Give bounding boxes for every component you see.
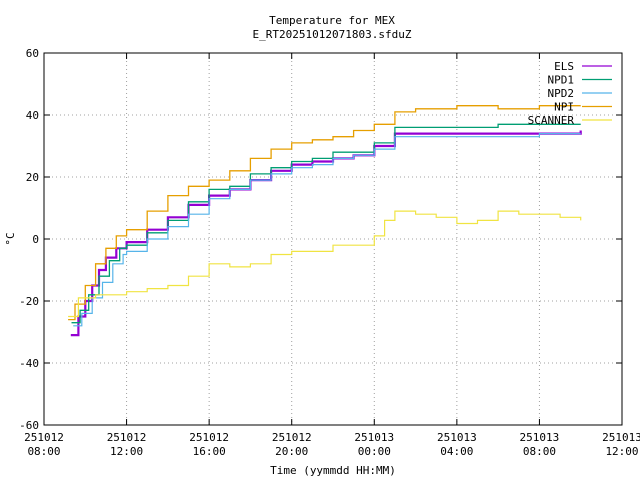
series-line-scanner	[68, 210, 582, 318]
y-tick-label: -40	[19, 357, 39, 370]
x-tick-label-date: 251013	[437, 431, 477, 444]
y-tick-label: -60	[19, 419, 39, 432]
x-tick-label-date: 251012	[24, 431, 64, 444]
x-tick-label-date: 251012	[107, 431, 147, 444]
x-tick-label-time: 08:00	[27, 445, 60, 458]
series-lines	[68, 105, 582, 337]
series-line-npd1	[71, 123, 581, 324]
y-tick-label: 40	[26, 109, 39, 122]
x-tick-label-date: 251012	[272, 431, 312, 444]
x-tick-label-time: 04:00	[440, 445, 473, 458]
x-tick-label-date: 251013	[520, 431, 560, 444]
legend-label-els: ELS	[554, 60, 574, 73]
x-tick-label-date: 251012	[189, 431, 229, 444]
chart-subtitle: E_RT20251012071803.sfduZ	[253, 28, 412, 41]
chart-title: Temperature for MEX	[269, 14, 395, 27]
x-tick-label-date: 251013	[354, 431, 394, 444]
x-tick-label-time: 20:00	[275, 445, 308, 458]
legend-label-scanner: SCANNER	[528, 114, 575, 127]
legend-label-npd2: NPD2	[548, 87, 575, 100]
y-tick-label: 0	[32, 233, 39, 246]
legend-label-npd1: NPD1	[548, 74, 575, 87]
x-tick-label-time: 08:00	[523, 445, 556, 458]
x-tick-label-time: 12:00	[110, 445, 143, 458]
axis-ticks: -60-40-20020406025101208:0025101212:0025…	[19, 47, 640, 458]
y-tick-label: 60	[26, 47, 39, 60]
series-line-npi	[68, 105, 581, 321]
x-axis-label: Time (yymmdd HH:MM)	[270, 464, 396, 477]
x-tick-label-time: 00:00	[358, 445, 391, 458]
x-tick-label-time: 16:00	[193, 445, 226, 458]
series-line-npd2	[73, 133, 581, 327]
y-tick-label: -20	[19, 295, 39, 308]
legend-label-npi: NPI	[554, 101, 574, 114]
x-tick-label-time: 12:00	[605, 445, 638, 458]
y-tick-label: 20	[26, 171, 39, 184]
x-tick-label-date: 251013	[602, 431, 640, 444]
grid-lines	[44, 53, 622, 425]
y-axis-label: °C	[4, 232, 17, 245]
